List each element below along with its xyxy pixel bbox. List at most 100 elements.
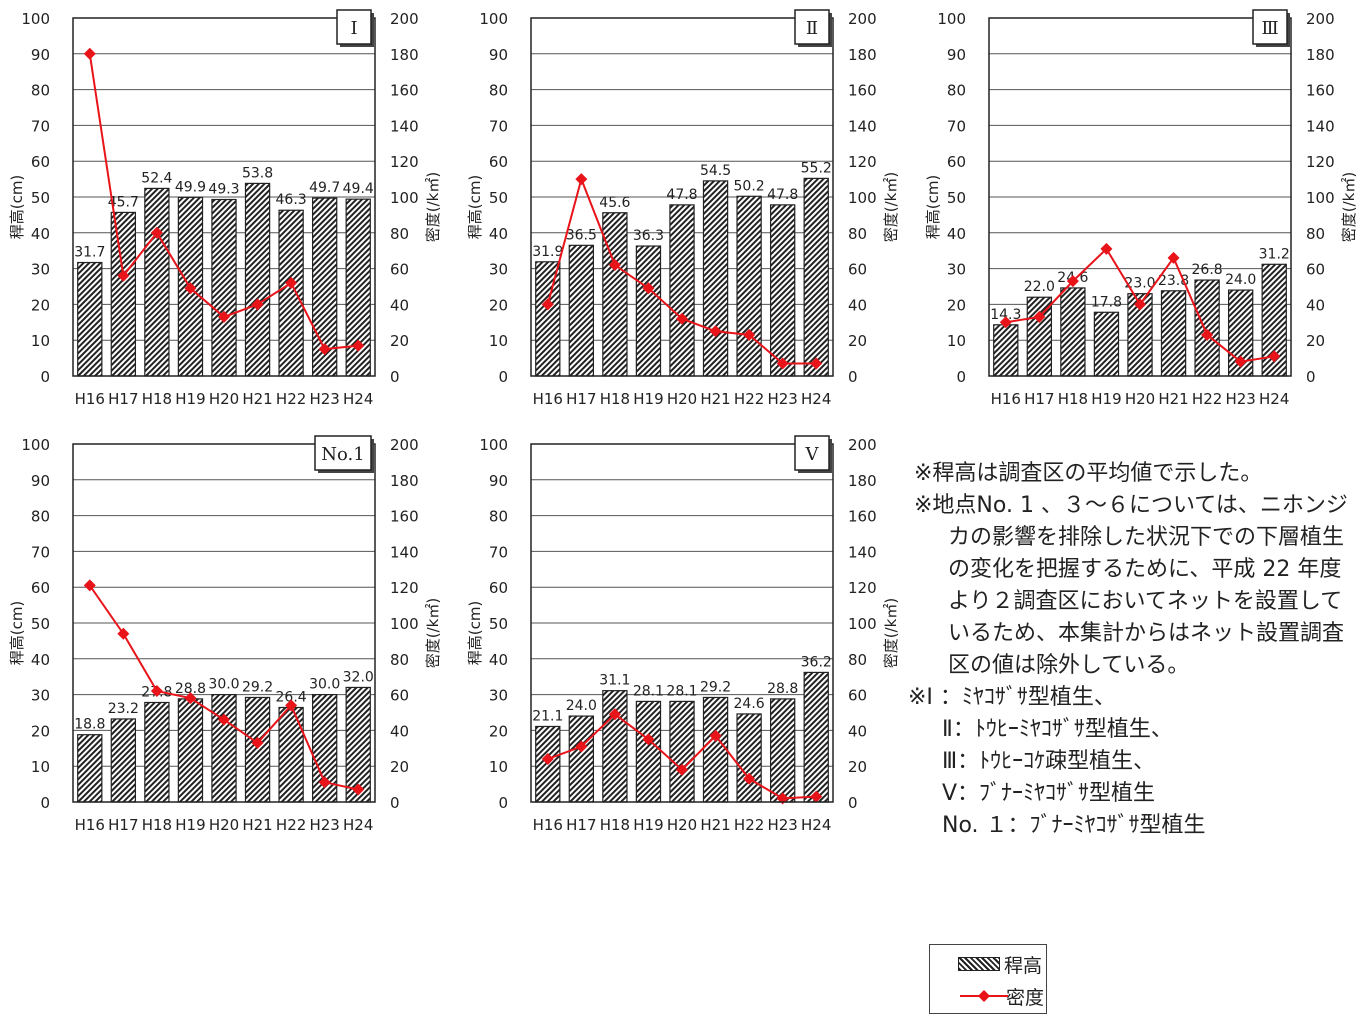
x-tick-label: H24 (801, 390, 831, 408)
y2-tick-label: 180 (848, 46, 877, 64)
x-tick-label: H23 (309, 816, 339, 834)
y-tick-label: 80 (947, 82, 966, 100)
x-tick-label: H24 (343, 816, 373, 834)
y2-tick-label: 140 (848, 117, 877, 135)
bar-value-label: 32.0 (343, 669, 374, 685)
y2-tick-label: 120 (390, 579, 419, 597)
y-tick-label: 30 (31, 261, 50, 279)
bar (769, 698, 796, 803)
density-point (1033, 310, 1046, 323)
y2-tick-label: 80 (390, 225, 409, 243)
density-point (1134, 298, 1146, 311)
y2-tick-label: 0 (848, 368, 858, 386)
chart-legend: 稈高 密度 (929, 944, 1047, 1014)
y-tick-label: 80 (489, 508, 508, 526)
x-tick-label: H16 (991, 390, 1021, 408)
y2-tick-label: 100 (1306, 189, 1335, 207)
bar (736, 195, 762, 377)
title-box (314, 435, 372, 471)
x-tick-label: H19 (633, 816, 663, 834)
vegetation-type-5: Ⅴ：ﾌﾞﾅｰﾐﾔｺｻﾞｻ型植生 (942, 781, 1156, 806)
bar-value-label: 47.8 (666, 187, 697, 203)
y2-tick-label: 160 (390, 508, 419, 526)
density-point (184, 692, 197, 705)
density-point (251, 298, 264, 311)
bar-value-label: 49.4 (343, 181, 374, 197)
x-tick-label: H17 (108, 816, 138, 834)
title-box (1252, 9, 1288, 45)
bar (1093, 311, 1120, 377)
y-tick-label: 40 (31, 225, 50, 243)
plot-frame (530, 443, 834, 803)
density-point (642, 282, 655, 295)
bar-value-label: 28.8 (767, 681, 798, 697)
y-tick-label: 10 (489, 758, 508, 776)
bar-value-label: 49.3 (208, 182, 239, 198)
x-tick-label: H21 (700, 816, 730, 834)
y2-tick-label: 0 (390, 368, 400, 386)
y-tick-label: 60 (31, 153, 50, 171)
y2-tick-label: 120 (848, 579, 877, 597)
note-net-exclusion: ※地点No. 1 、３～６については、ニホンジカの影響を排除した状況下での下層植… (914, 493, 1348, 678)
y2-tick-label: 40 (390, 296, 409, 314)
bar (144, 701, 170, 803)
y-tick-label: 90 (31, 46, 50, 64)
plot-frame (988, 17, 1292, 377)
density-point (218, 713, 230, 726)
chart-title: Ⅴ (805, 444, 820, 465)
vegetation-type-3: Ⅲ：ﾄｳﾋｰｺｹ疎型植生、 (942, 749, 1156, 774)
density-point (285, 699, 298, 712)
bar-value-label: 46.3 (276, 192, 307, 208)
density-point (150, 685, 163, 698)
density-point (743, 328, 756, 341)
y-tick-label: 20 (31, 722, 50, 740)
y-tick-label: 70 (31, 117, 50, 135)
bar (77, 261, 103, 377)
y-tick-label: 60 (489, 153, 508, 171)
y2-tick-label: 100 (848, 189, 877, 207)
y2-tick-label: 160 (390, 82, 419, 100)
x-tick-label: H17 (566, 390, 596, 408)
x-tick-label: H20 (667, 816, 697, 834)
x-tick-label: H20 (1125, 390, 1155, 408)
x-tick-label: H18 (600, 390, 630, 408)
x-tick-label: H17 (1024, 390, 1054, 408)
bar-value-label: 45.6 (599, 195, 630, 211)
y2-tick-label: 80 (390, 651, 409, 669)
bar (769, 204, 796, 377)
y-tick-label: 50 (31, 615, 50, 633)
bar-value-label: 31.2 (1259, 246, 1290, 262)
y2-tick-label: 60 (848, 687, 867, 705)
bar-value-label: 14.3 (990, 307, 1021, 323)
y-tick-label: 50 (31, 189, 50, 207)
density-point (1201, 328, 1214, 341)
y2-tick-label: 200 (848, 436, 877, 454)
y2-tick-label: 20 (390, 332, 409, 350)
x-tick-label: H21 (242, 390, 272, 408)
bar (345, 686, 371, 803)
y-tick-label: 30 (489, 687, 508, 705)
bar (144, 187, 170, 377)
y-tick-label: 0 (40, 794, 50, 812)
vegetation-type-no1: No. １：ﾌﾞﾅｰﾐﾔｺｻﾞｻ型植生 (942, 813, 1206, 838)
bar-value-label: 28.1 (666, 683, 697, 699)
y2-axis-title: 密度(/k㎡) (424, 598, 442, 668)
bar-value-label: 18.8 (74, 717, 105, 733)
notes-block: ※稈高は調査区の平均値で示した。 ※地点No. 1 、３～６については、ニホンジ… (908, 458, 1354, 842)
bar (278, 209, 304, 377)
y2-tick-label: 140 (848, 543, 877, 561)
y-axis-title: 稈高(cm) (8, 175, 26, 240)
chart-panel-5: 0 10 20 30 40 50 60 70 80 90 100 0 20 40 60 80 100 120 140… (466, 435, 900, 834)
y-tick-label: 90 (947, 46, 966, 64)
bar-value-label: 49.7 (309, 180, 340, 196)
y-tick-label: 80 (31, 508, 50, 526)
bar (602, 212, 628, 377)
y-tick-label: 100 (21, 436, 50, 454)
x-tick-label: H18 (600, 816, 630, 834)
y-tick-label: 70 (489, 117, 508, 135)
bar (535, 261, 561, 377)
density-point (608, 259, 621, 272)
density-point (709, 729, 722, 742)
density-point (575, 173, 588, 186)
y-tick-label: 100 (479, 10, 508, 28)
